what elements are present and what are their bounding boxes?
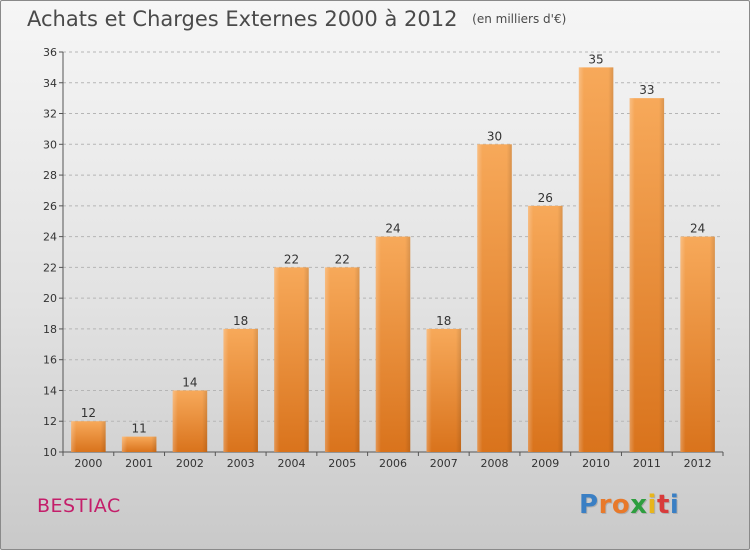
logo-letter: P [579,490,599,520]
x-tick-label: 2012 [684,457,712,470]
y-tick-label: 18 [43,323,57,336]
logo-letter: t [656,490,670,520]
bar-shade [375,236,411,452]
chart-title-text: Achats et Charges Externes 2000 à 2012 [27,7,458,31]
x-tick-label: 2000 [74,457,102,470]
bar-shade [71,421,106,452]
bar-shade [477,144,512,453]
x-tick-label: 2009 [531,457,559,470]
logo-letter: x [630,490,648,520]
logo-letter: o [611,490,631,520]
proxiti-logo: Proxiti [579,490,679,520]
x-tick-label: 2008 [481,457,509,470]
chart-subtitle: (en milliers d'€) [472,12,567,26]
x-tick-label: 2011 [633,457,661,470]
logo-letter: r [598,490,612,520]
x-tick-label: 2003 [227,457,255,470]
data-label: 26 [538,191,553,205]
bar-shade [528,205,563,452]
bar-shade [223,328,258,452]
axes: 10 12 14 16 18 20 22 24 26 28 30 32 34 36 2000 2001 2002… [43,46,724,470]
data-label: 24 [385,222,400,236]
logo-letter: i [647,490,657,520]
data-label: 11 [132,422,147,436]
x-tick-label: 2010 [582,457,610,470]
y-tick-label: 30 [43,138,57,151]
x-tick-label: 2002 [176,457,204,470]
x-tick-label: 2006 [379,457,407,470]
data-label: 18 [436,314,451,328]
bar-shade [680,236,715,452]
bar-shade [274,267,309,452]
data-labels: 12 11 14 18 22 22 24 18 30 26 35 33 24 [81,52,706,435]
bar-shade [629,98,665,453]
bar-shade [121,436,157,452]
y-tick-label: 10 [43,446,57,459]
data-label: 18 [233,314,248,328]
bar-shade [426,328,462,452]
y-tick-label: 22 [43,261,57,274]
bar-shade [578,67,614,452]
data-label: 14 [182,375,197,389]
y-tick-label: 16 [43,354,57,367]
data-label: 22 [335,252,350,266]
y-tick-label: 36 [43,46,57,59]
bars [71,67,715,453]
data-label: 30 [487,129,502,143]
y-tick-label: 34 [43,77,57,90]
bar-shade [172,390,208,452]
data-label: 33 [639,83,654,97]
data-label: 22 [284,252,299,266]
data-label: 12 [81,406,96,420]
chart-title: Achats et Charges Externes 2000 à 2012 (… [27,7,566,31]
y-tick-label: 32 [43,108,57,121]
y-tick-label: 20 [43,292,57,305]
commune-name: BESTIAC [37,495,121,517]
x-tick-label: 2004 [277,457,305,470]
x-tick-label: 2007 [430,457,458,470]
y-tick-label: 28 [43,169,57,182]
data-label: 35 [588,52,603,66]
bar-shade [324,267,360,452]
logo-letter: i [669,490,680,520]
x-tick-label: 2001 [125,457,153,470]
y-tick-label: 24 [43,231,57,244]
data-label: 24 [690,222,705,236]
x-tick-label: 2005 [328,457,356,470]
y-tick-label: 26 [43,200,57,213]
y-tick-label: 14 [43,384,57,397]
y-tick-label: 12 [43,415,57,428]
